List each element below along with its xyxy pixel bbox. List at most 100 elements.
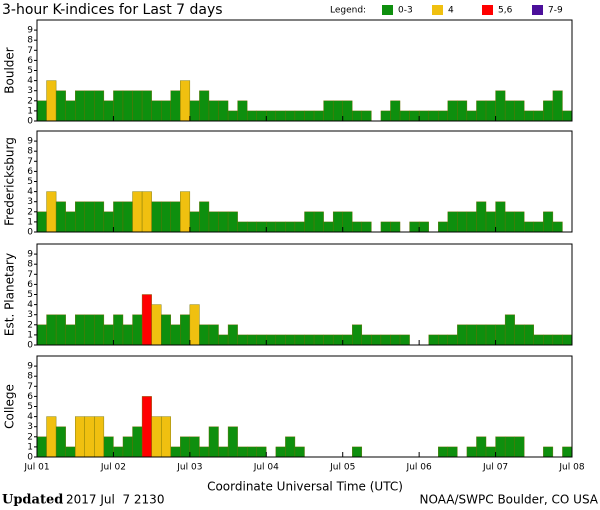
bar	[151, 304, 162, 346]
y-tick-label: 6	[27, 392, 33, 402]
y-tick-label: 2	[27, 320, 33, 330]
bar	[342, 334, 353, 346]
bar	[208, 100, 219, 122]
bar	[103, 324, 114, 346]
bar	[122, 324, 133, 346]
bar	[84, 416, 95, 458]
legend-label: 4	[448, 6, 454, 16]
y-tick-label: 8	[27, 372, 33, 382]
bar	[266, 221, 277, 233]
bar	[524, 221, 534, 233]
bar	[75, 90, 85, 122]
bar	[533, 110, 544, 122]
x-tick-label: Jul 04	[253, 463, 279, 473]
bar	[495, 201, 506, 233]
bar	[227, 426, 238, 458]
y-tick-label: 0	[27, 117, 33, 127]
bar	[65, 324, 76, 346]
bar	[275, 334, 286, 346]
bar	[438, 334, 449, 346]
y-tick-label: 2	[27, 96, 33, 106]
bar	[447, 446, 458, 458]
bar	[304, 110, 315, 122]
x-axis-title: Coordinate Universal Time (UTC)	[207, 480, 403, 494]
y-tick-label: 5	[27, 402, 33, 412]
legend-swatch	[432, 5, 443, 15]
bar	[476, 324, 487, 346]
bar	[94, 314, 105, 346]
bar	[189, 304, 200, 346]
bar	[457, 324, 468, 346]
bar	[103, 211, 114, 233]
legend-label: 7-9	[548, 6, 563, 16]
x-tick-label: Jul 06	[406, 463, 432, 473]
bar	[399, 110, 410, 122]
bar	[65, 446, 76, 458]
bar	[189, 211, 200, 233]
bar	[208, 324, 219, 346]
legend-label: 0-3	[398, 6, 413, 16]
bar	[399, 334, 410, 346]
bar	[46, 191, 57, 233]
legend-swatch	[382, 5, 393, 15]
bar	[466, 324, 477, 346]
y-tick-label: 5	[27, 290, 33, 300]
y-tick-label: 0	[27, 228, 33, 238]
y-tick-label: 9	[27, 362, 33, 372]
bar	[65, 100, 76, 122]
bar	[352, 110, 363, 122]
bar	[46, 416, 57, 458]
bar	[199, 90, 210, 122]
y-tick-label: 4	[27, 300, 33, 310]
bar	[447, 334, 458, 346]
bar	[94, 90, 105, 122]
y-tick-label: 1	[27, 106, 33, 116]
bar	[256, 334, 267, 346]
y-tick-label: 4	[27, 76, 33, 86]
bar	[141, 90, 152, 122]
bar	[447, 100, 458, 122]
bar	[55, 426, 66, 458]
bar	[132, 426, 143, 458]
y-tick-label: 8	[27, 36, 33, 46]
bar	[380, 110, 391, 122]
bar	[160, 416, 171, 458]
legend-swatch	[532, 5, 543, 15]
bar	[75, 201, 85, 233]
bar	[103, 100, 114, 122]
bar	[237, 100, 248, 122]
bar	[227, 211, 238, 233]
bar	[552, 334, 563, 346]
bar	[543, 211, 554, 233]
bar	[65, 211, 76, 233]
bar	[199, 201, 210, 233]
y-axis-label: Boulder	[3, 47, 17, 94]
bar	[170, 324, 181, 346]
y-tick-label: 2	[27, 207, 33, 217]
bar	[237, 221, 248, 233]
y-tick-label: 7	[27, 46, 33, 56]
bar	[122, 90, 133, 122]
bar	[504, 100, 515, 122]
bar	[275, 446, 286, 458]
bar	[170, 446, 181, 458]
bar	[170, 90, 181, 122]
bar	[113, 314, 124, 346]
bar	[466, 110, 477, 122]
bar	[495, 90, 506, 122]
bar	[208, 211, 219, 233]
y-tick-label: 4	[27, 412, 33, 422]
bar	[323, 221, 334, 233]
bar	[323, 100, 334, 122]
bar	[246, 110, 257, 122]
bar	[122, 201, 133, 233]
legend-title: Legend:	[330, 6, 366, 16]
bar	[457, 211, 468, 233]
bar	[122, 436, 133, 458]
bar	[36, 324, 47, 346]
bar	[227, 110, 238, 122]
bar	[180, 191, 191, 233]
bar	[361, 110, 372, 122]
bar	[285, 334, 296, 346]
bar	[46, 80, 57, 122]
